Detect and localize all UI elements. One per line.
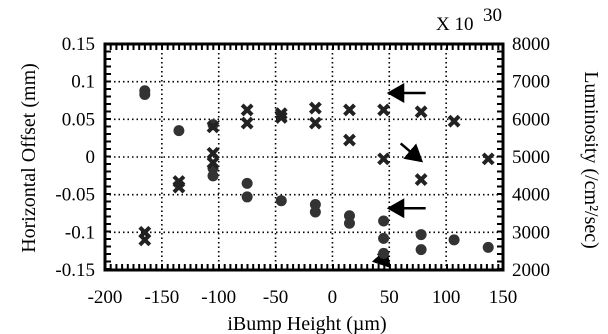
- y2-tick-label: 8000: [512, 34, 550, 55]
- data-point-cross: [240, 116, 254, 130]
- y2-scale-note: X 10 30: [436, 5, 502, 35]
- y-tick-label: 0.15: [62, 34, 95, 55]
- y2-axis-title: Luminosity (/cm²/sec): [580, 71, 602, 249]
- x-tick-label: 150: [489, 287, 518, 308]
- x-tick-label: 50: [380, 287, 399, 308]
- y2-tick-label: 6000: [512, 109, 550, 130]
- x-tick-label: -100: [201, 287, 236, 308]
- x-tick-label: 0: [328, 287, 338, 308]
- data-point-circle: [139, 88, 151, 100]
- annotation-arrow: [399, 142, 424, 163]
- y2-tick-label: 5000: [512, 147, 550, 168]
- series-cross: [138, 101, 495, 247]
- y-tick-label: -0.1: [65, 222, 95, 243]
- data-point-cross: [343, 133, 356, 147]
- y-tick-label: 0.05: [62, 109, 95, 130]
- series-circle: [139, 85, 494, 259]
- y2-scale-note-exponent: 30: [483, 5, 502, 26]
- data-point-cross: [206, 120, 220, 134]
- y2-scale-note-base: X 10: [436, 14, 473, 35]
- y-tick-label: -0.05: [55, 185, 95, 206]
- y-tick-label: -0.15: [55, 260, 95, 281]
- data-point-circle: [378, 232, 390, 244]
- data-point-circle: [275, 195, 287, 207]
- data-point-cross: [377, 152, 391, 166]
- data-point-cross: [377, 103, 391, 117]
- y2-tick-label: 3000: [512, 222, 550, 243]
- data-point-circle: [207, 170, 219, 182]
- x-axis-title: iBump Height (µm): [227, 313, 386, 334]
- data-point-cross: [308, 116, 322, 130]
- data-point-cross: [206, 156, 220, 170]
- data-point-circle: [173, 125, 185, 137]
- data-point-circle: [448, 234, 460, 246]
- data-point-circle: [309, 206, 321, 218]
- x-tick-label: -50: [263, 287, 288, 308]
- data-point-cross: [481, 152, 495, 166]
- data-point-circle: [343, 210, 355, 222]
- data-point-circle: [482, 241, 494, 253]
- y-axis-title: Horizontal Offset (mm): [18, 63, 40, 253]
- data-point-circle: [415, 244, 427, 256]
- x-tick-label: 100: [432, 287, 461, 308]
- data-point-cross: [240, 103, 254, 117]
- x-tick-label: -200: [88, 287, 123, 308]
- x-tick-label: -150: [144, 287, 179, 308]
- data-point-cross: [274, 111, 288, 124]
- y-tick-label: 0: [86, 147, 96, 168]
- data-point-cross: [274, 107, 288, 121]
- tick-labels: -200 -150 -100 -50 0 50 100 150 0.15 0.1 0.05 0 -0.0…: [55, 34, 550, 308]
- data-point-circle: [378, 247, 390, 259]
- data-point-circle: [241, 177, 253, 189]
- data-point-circle: [241, 191, 253, 203]
- data-point-cross: [447, 114, 461, 128]
- data-point-cross: [138, 233, 152, 247]
- series-layer: [138, 85, 495, 259]
- data-point-circle: [343, 217, 355, 229]
- y2-tick-label: 4000: [512, 185, 550, 206]
- data-point-circle: [309, 198, 321, 210]
- data-point-cross: [308, 101, 322, 115]
- annotations: [371, 82, 426, 269]
- data-point-circle: [378, 215, 390, 227]
- data-point-cross: [414, 173, 428, 187]
- data-point-cross: [343, 103, 356, 117]
- data-point-cross: [172, 180, 186, 194]
- data-point-circle: [415, 229, 427, 241]
- y-tick-label: 0.1: [71, 72, 95, 93]
- data-point-cross: [414, 105, 428, 119]
- y2-tick-label: 7000: [512, 72, 550, 93]
- ticks: [104, 43, 503, 270]
- grid: [105, 44, 503, 270]
- y2-tick-label: 2000: [512, 260, 550, 281]
